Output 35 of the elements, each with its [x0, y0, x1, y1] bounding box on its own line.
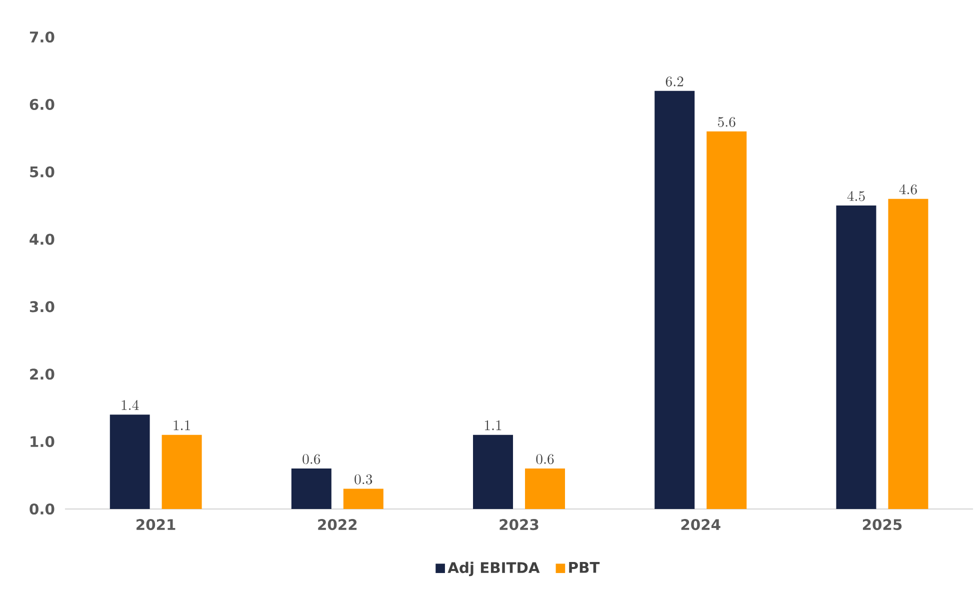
y-tick-label: 7.0	[30, 31, 54, 43]
data-label: 5.6	[718, 116, 736, 127]
y-tick-label: 5.0	[30, 166, 54, 178]
bar	[473, 434, 514, 509]
data-label: 4.5	[847, 190, 865, 202]
y-tick-label: 3.0	[30, 301, 54, 312]
x-tick-label: 2025	[862, 519, 902, 530]
data-label: 1 .4	[122, 400, 139, 410]
x-tick-label: 2021	[136, 519, 176, 530]
x-tick-label: 2022	[318, 519, 357, 530]
bar	[343, 488, 384, 509]
data-label: 0.3	[354, 474, 372, 484]
bar	[525, 468, 566, 509]
y-tick-label: 0.0	[30, 503, 54, 515]
bar	[162, 434, 202, 509]
bar	[291, 468, 332, 509]
bar	[836, 206, 876, 509]
data-label: 4.6	[899, 184, 917, 194]
data-label: 1 . 1	[174, 420, 190, 430]
data-label: 1 . 1	[484, 420, 502, 430]
data-label: 6.2	[666, 76, 684, 87]
bar	[888, 198, 928, 509]
data-label: 0.6	[536, 454, 554, 464]
x-tick-label: 2023	[500, 519, 538, 530]
legend-label: PBT	[569, 562, 600, 573]
legend-label: Adj EBITDA	[448, 562, 540, 576]
bar	[110, 414, 150, 509]
y-tick-label: 2.0	[30, 368, 54, 380]
y-tick-label: 1.0	[30, 436, 54, 448]
y-tick-label: 6.0	[30, 98, 54, 110]
x-tick-label: 2024	[681, 519, 720, 530]
y-tick-label: 4.0	[30, 234, 54, 245]
bar	[654, 90, 695, 509]
bar	[706, 131, 747, 509]
data-label: 0.6	[302, 454, 320, 464]
